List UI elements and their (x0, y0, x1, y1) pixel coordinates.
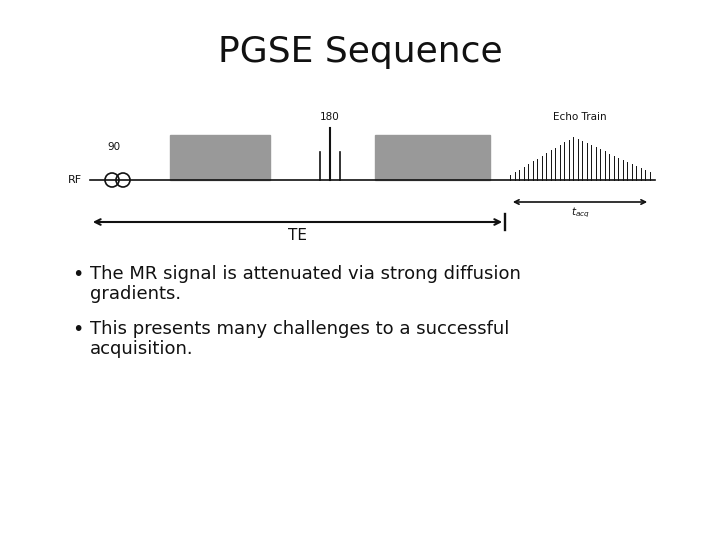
Text: •: • (72, 265, 84, 284)
Text: TE: TE (288, 228, 307, 243)
Text: RF: RF (68, 175, 82, 185)
Bar (170, 135, 270, 180)
Text: PGSE Sequence: PGSE Sequence (217, 35, 503, 69)
Text: This presents many challenges to a successful: This presents many challenges to a succe… (90, 320, 509, 338)
Text: •: • (72, 320, 84, 339)
Text: gradients.: gradients. (90, 285, 181, 303)
Text: 180: 180 (320, 112, 340, 122)
Bar (375, 135, 490, 180)
Text: Echo Train: Echo Train (553, 112, 607, 122)
Text: 90: 90 (107, 142, 120, 152)
Text: The MR signal is attenuated via strong diffusion: The MR signal is attenuated via strong d… (90, 265, 521, 283)
Text: $t_{acq}$: $t_{acq}$ (570, 206, 590, 220)
Text: acquisition.: acquisition. (90, 340, 194, 358)
